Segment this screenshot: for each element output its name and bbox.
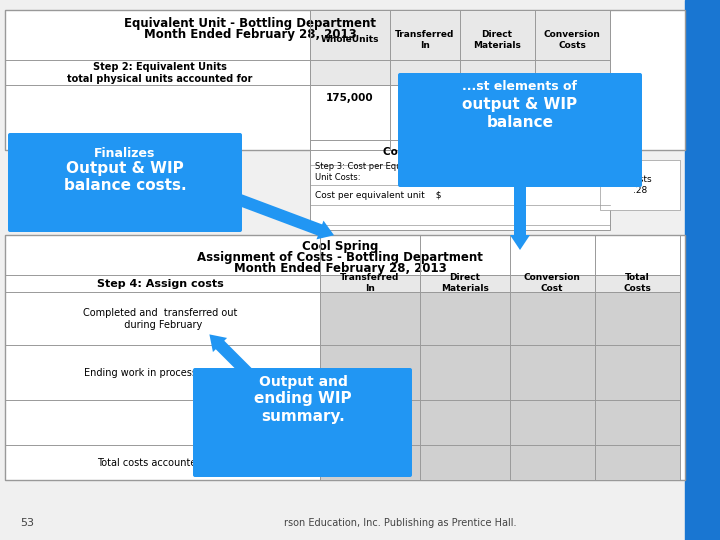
Text: Direct
Materials: Direct Materials <box>441 273 489 293</box>
Bar <box>421 346 509 399</box>
Text: 152,000: 152,000 <box>473 93 521 103</box>
FancyArrow shape <box>238 194 334 239</box>
Text: Total costs accounted  for: Total costs accounted for <box>97 458 222 468</box>
Bar <box>596 446 679 479</box>
Bar <box>685 0 720 540</box>
FancyBboxPatch shape <box>193 368 412 477</box>
Text: Finalizes: Finalizes <box>94 147 156 160</box>
Text: Direct
Materials: Direct Materials <box>473 30 521 50</box>
Text: Equivalent Unit - Bottling Department: Equivalent Unit - Bottling Department <box>124 17 376 30</box>
Text: Month Ended February 28, 2013: Month Ended February 28, 2013 <box>233 262 446 275</box>
Text: Output & WIP: Output & WIP <box>66 161 184 176</box>
Bar <box>5 235 685 480</box>
Text: summary.: summary. <box>261 409 345 424</box>
Text: Cost per equivalent unit: Cost per equivalent unit <box>315 191 425 199</box>
Text: 168,100: 168,100 <box>548 93 595 103</box>
Bar <box>310 140 610 230</box>
Text: Transferred
In: Transferred In <box>341 273 400 293</box>
Bar <box>320 275 680 292</box>
Text: $: $ <box>430 191 441 199</box>
Text: ...st elements of: ...st elements of <box>462 80 577 93</box>
FancyArrow shape <box>210 334 254 379</box>
Text: 175,000: 175,000 <box>326 93 374 103</box>
Bar <box>600 160 680 210</box>
Text: Conversion
Costs: Conversion Costs <box>544 30 600 50</box>
Bar <box>596 346 679 399</box>
Bar <box>511 293 594 344</box>
Bar <box>321 446 419 479</box>
Text: Assignment of Costs - Bottling Department: Assignment of Costs - Bottling Departmen… <box>197 251 483 264</box>
Bar <box>596 293 679 344</box>
Text: Completed and  transferred out
  during February: Completed and transferred out during Feb… <box>83 308 237 330</box>
Bar <box>321 401 419 444</box>
Bar <box>421 446 509 479</box>
Text: 175,000: 175,000 <box>401 93 449 103</box>
Bar <box>596 401 679 444</box>
Text: Ending work in process, Feb 28: Ending work in process, Feb 28 <box>84 368 236 378</box>
Bar <box>321 346 419 399</box>
Text: Total
Costs: Total Costs <box>623 273 651 293</box>
Text: Transferred
In: Transferred In <box>395 30 455 50</box>
Text: Step 4: Assign costs: Step 4: Assign costs <box>96 279 223 289</box>
Text: 53: 53 <box>20 518 34 528</box>
FancyArrow shape <box>510 185 530 250</box>
Bar <box>511 446 594 479</box>
Text: output & WIP: output & WIP <box>462 97 577 112</box>
Bar <box>511 401 594 444</box>
Text: rson Education, Inc. Publishing as Prentice Hall.: rson Education, Inc. Publishing as Prent… <box>284 518 516 528</box>
Bar <box>310 10 610 85</box>
Text: ending WIP: ending WIP <box>254 391 352 406</box>
Text: Step 2: Equivalent Units
total physical units accounted for: Step 2: Equivalent Units total physical … <box>67 62 253 84</box>
Text: Cool Spring: Cool Spring <box>302 240 378 253</box>
Bar <box>5 10 685 150</box>
Text: g Example: g Example <box>387 110 695 162</box>
Text: Cost per Equivalent Unit: Cost per Equivalent Unit <box>383 147 527 157</box>
Text: balance: balance <box>487 115 554 130</box>
Text: WholeUnits: WholeUnits <box>320 36 379 44</box>
Text: Month Ended February 28, 2013: Month Ended February 28, 2013 <box>143 28 356 41</box>
Text: Month Ended...: Month Ended... <box>418 159 492 169</box>
Text: Conversion
Cost: Conversion Cost <box>523 273 580 293</box>
FancyBboxPatch shape <box>8 133 242 232</box>
FancyBboxPatch shape <box>398 73 642 187</box>
Text: Costs
.28: Costs .28 <box>628 176 652 195</box>
Bar <box>511 346 594 399</box>
Text: Step 3: Cost per Equivalent Unit
Unit Costs:: Step 3: Cost per Equivalent Unit Unit Co… <box>315 163 450 181</box>
Bar <box>321 293 419 344</box>
Text: balance costs.: balance costs. <box>63 178 186 193</box>
Text: Output and: Output and <box>258 375 348 389</box>
Bar <box>421 293 509 344</box>
Bar <box>421 401 509 444</box>
